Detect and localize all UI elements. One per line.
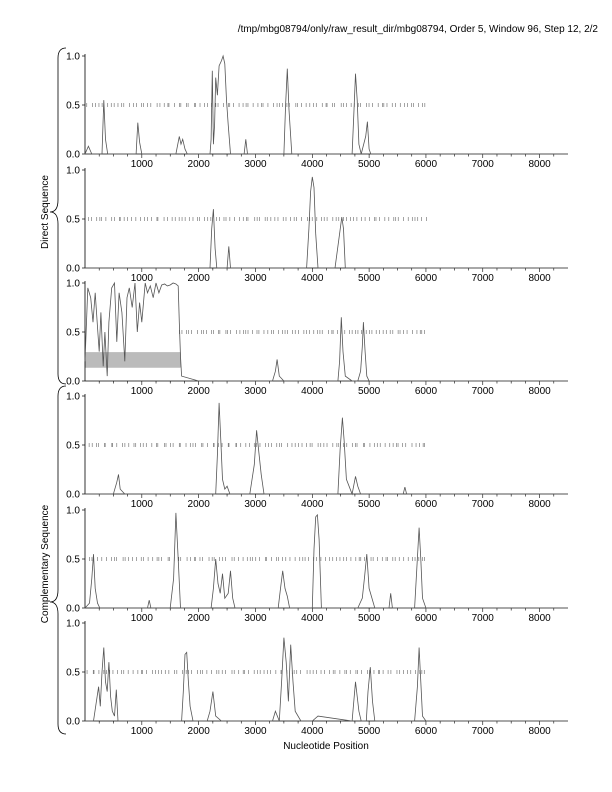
series-line: [85, 637, 568, 722]
x-tick-label: 1000: [131, 386, 154, 397]
x-tick-label: 7000: [472, 273, 495, 284]
x-tick-label: 4000: [301, 726, 324, 737]
series-line: [85, 176, 568, 269]
x-tick-label: 2000: [188, 386, 211, 397]
y-tick-label: 1.0: [66, 619, 80, 630]
y-tick-label: 0.0: [66, 604, 80, 615]
y-tick-label: 0.0: [66, 264, 80, 275]
x-tick-label: 4000: [301, 159, 324, 170]
x-tick-label: 5000: [358, 386, 381, 397]
x-tick-label: 3000: [244, 159, 267, 170]
x-tick-label: 8000: [528, 159, 551, 170]
x-tick-label: 7000: [472, 499, 495, 510]
x-tick-label: 1000: [131, 159, 154, 170]
x-tick-label: 3000: [244, 499, 267, 510]
x-tick-label: 6000: [415, 726, 438, 737]
y-tick-label: 1.0: [66, 52, 80, 63]
y-tick-label: 0.5: [66, 441, 80, 452]
figure-title: /tmp/mbg08794/only/raw_result_dir/mbg087…: [237, 24, 598, 35]
x-tick-label: 3000: [244, 386, 267, 397]
x-tick-label: 6000: [415, 499, 438, 510]
x-tick-label: 1000: [131, 273, 154, 284]
brace-complementary: [49, 385, 67, 735]
x-tick-label: 6000: [415, 273, 438, 284]
x-tick-label: 4000: [301, 499, 324, 510]
x-tick-label: 2000: [188, 726, 211, 737]
y-tick-label: 0.0: [66, 150, 80, 161]
highlight-box: [84, 352, 181, 368]
x-tick-label: 1000: [131, 726, 154, 737]
x-tick-label: 5000: [358, 273, 381, 284]
x-tick-label: 3000: [244, 613, 267, 624]
x-tick-label: 3000: [244, 726, 267, 737]
frame-panel-5: 0.0 0.5 1.0 1000 2000 3000 4000 5000 6000 7000 800…: [66, 506, 568, 624]
x-tick-label: 5000: [358, 159, 381, 170]
x-tick-label: 7000: [472, 159, 495, 170]
frames-group: 0.0 0.5 1.0 1000 2000 3000 4000 5000 6000 7000 800…: [66, 52, 568, 737]
x-tick-label: 2000: [188, 613, 211, 624]
x-tick-label: 6000: [415, 159, 438, 170]
y-tick-label: 0.5: [66, 668, 80, 679]
x-tick-label: 2000: [188, 499, 211, 510]
y-tick-label: 0.0: [66, 717, 80, 728]
x-tick-label: 7000: [472, 386, 495, 397]
x-tick-label: 8000: [528, 386, 551, 397]
series-line: [84, 281, 568, 382]
x-axis-title: Nucleotide Position: [283, 741, 369, 752]
x-tick-label: 8000: [528, 613, 551, 624]
series-line: [84, 54, 568, 155]
x-tick-label: 1000: [131, 613, 154, 624]
series-line: [85, 402, 568, 496]
x-tick-label: 8000: [528, 726, 551, 737]
y-tick-label: 1.0: [66, 279, 80, 290]
x-tick-label: 2000: [188, 159, 211, 170]
x-tick-label: 7000: [472, 613, 495, 624]
x-tick-label: 7000: [472, 726, 495, 737]
y-tick-label: 0.0: [66, 490, 80, 501]
frame-panel-2: 0.0 0.5 1.0 1000 2000 3000 4000 5000 6000 7000 800…: [66, 166, 568, 284]
x-tick-label: 8000: [528, 499, 551, 510]
group-label-direct: Direct Sequence: [40, 175, 51, 249]
y-tick-label: 1.0: [66, 392, 80, 403]
x-tick-label: 6000: [415, 613, 438, 624]
frame-panel-3: 0.0 0.5 1.0 1000 2000 3000 4000 5000 6000 7000 800…: [66, 279, 568, 397]
y-tick-label: 1.0: [66, 166, 80, 177]
series-line: [84, 512, 568, 609]
x-tick-label: 4000: [301, 386, 324, 397]
x-tick-label: 8000: [528, 273, 551, 284]
x-tick-label: 2000: [188, 273, 211, 284]
x-tick-label: 4000: [301, 613, 324, 624]
x-tick-label: 5000: [358, 499, 381, 510]
y-tick-label: 0.5: [66, 555, 80, 566]
frame-panel-4: 0.0 0.5 1.0 1000 2000 3000 4000 5000 6000 7000 800…: [66, 392, 568, 510]
y-tick-label: 0.5: [66, 215, 80, 226]
frame-panel-6: 0.0 0.5 1.0 1000 2000 3000 4000 5000 6000 7000 800…: [66, 619, 568, 737]
y-tick-label: 1.0: [66, 506, 80, 517]
frame-panel-1: 0.0 0.5 1.0 1000 2000 3000 4000 5000 6000 7000 800…: [66, 52, 568, 170]
x-tick-label: 5000: [358, 726, 381, 737]
y-tick-label: 0.0: [66, 377, 80, 388]
group-label-complementary: Complementary Sequence: [40, 504, 51, 623]
y-tick-label: 0.5: [66, 328, 80, 339]
x-tick-label: 5000: [358, 613, 381, 624]
brace-direct: [49, 47, 67, 385]
x-tick-label: 1000: [131, 499, 154, 510]
x-tick-label: 6000: [415, 386, 438, 397]
x-tick-label: 4000: [301, 273, 324, 284]
x-tick-label: 3000: [244, 273, 267, 284]
y-tick-label: 0.5: [66, 101, 80, 112]
